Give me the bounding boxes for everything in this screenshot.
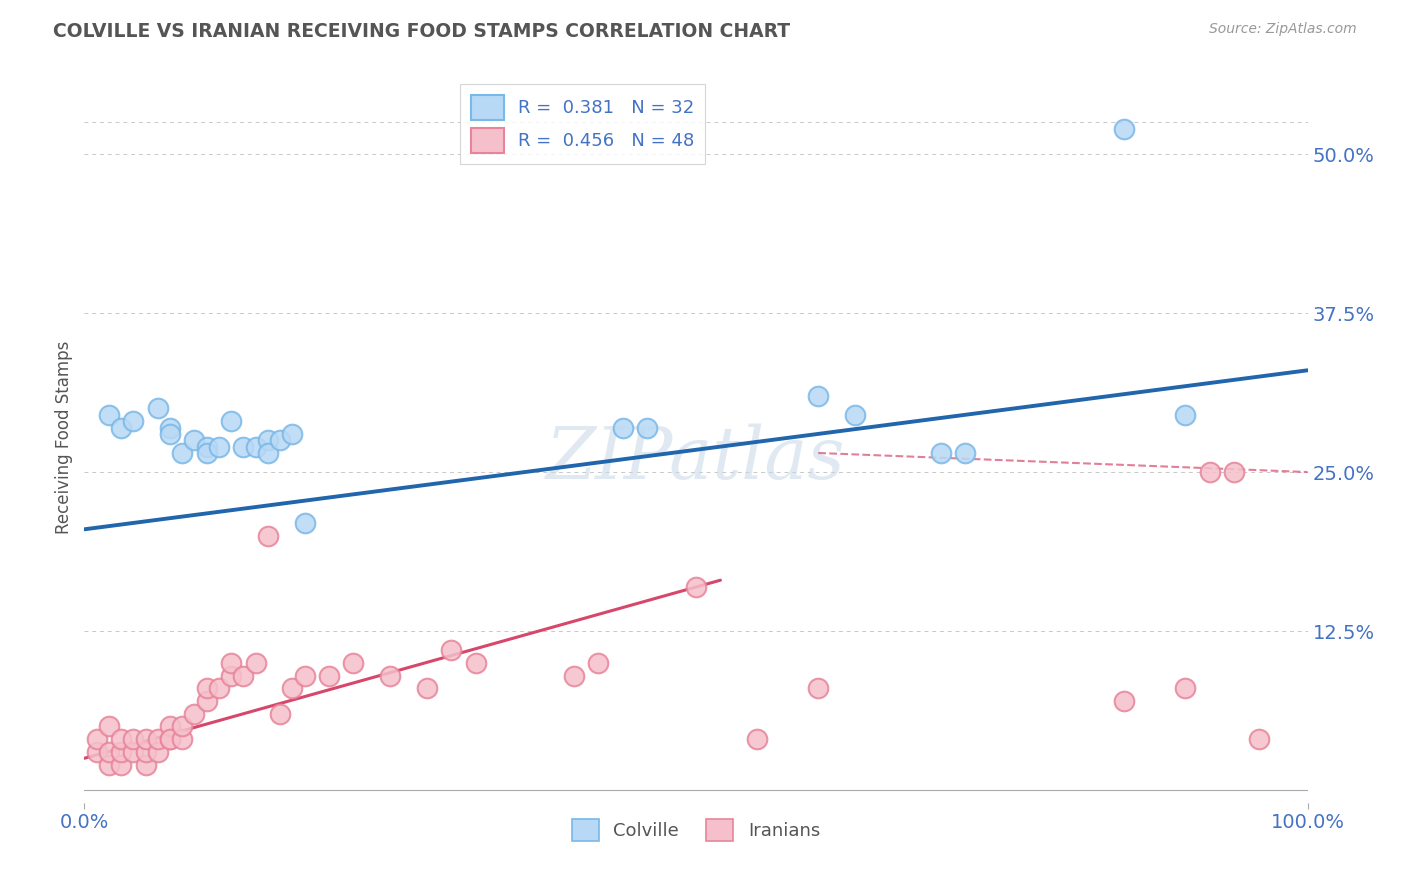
Point (208, 681, 231, 696)
Point (183, 434, 205, 448)
Point (807, 389, 830, 403)
Point (219, 414, 242, 428)
Point (257, 446, 280, 460)
Point (122, 414, 145, 428)
Point (342, 656, 364, 670)
Point (245, 440, 267, 454)
Point (219, 656, 242, 670)
Point (464, 656, 486, 670)
Point (281, 426, 304, 441)
Point (380, 668, 402, 682)
Point (159, 732, 181, 747)
Point (159, 420, 181, 434)
Point (97, 757, 120, 772)
Point (195, 440, 218, 454)
Point (122, 745, 145, 759)
Point (1174, 681, 1197, 696)
Point (97, 408, 120, 422)
Point (269, 706, 291, 721)
Point (586, 656, 609, 670)
Point (1174, 408, 1197, 422)
Point (807, 681, 830, 696)
Point (562, 668, 585, 682)
Text: COLVILLE VS IRANIAN RECEIVING FOOD STAMPS CORRELATION CHART: COLVILLE VS IRANIAN RECEIVING FOOD STAMP… (53, 22, 790, 41)
Point (110, 732, 132, 747)
Point (172, 732, 194, 747)
Point (257, 434, 280, 448)
Point (232, 440, 254, 454)
Point (1114, 694, 1136, 708)
Point (232, 668, 254, 682)
Point (183, 706, 205, 721)
Point (257, 529, 280, 543)
Point (110, 745, 132, 759)
Point (86, 745, 108, 759)
Point (195, 681, 218, 696)
Point (110, 420, 132, 434)
Point (135, 732, 157, 747)
Point (294, 668, 316, 682)
Point (318, 668, 340, 682)
Point (146, 732, 169, 747)
Point (110, 757, 132, 772)
Point (97, 719, 120, 733)
Point (636, 420, 658, 434)
Point (953, 446, 976, 460)
Point (159, 732, 181, 747)
Point (122, 732, 145, 747)
Point (747, 732, 769, 747)
Point (135, 757, 157, 772)
Point (685, 580, 707, 594)
Point (195, 694, 218, 708)
Point (146, 401, 169, 416)
Point (172, 446, 194, 460)
Point (269, 434, 291, 448)
Point (294, 516, 316, 530)
Point (159, 426, 181, 441)
Point (1198, 465, 1220, 479)
Point (1223, 465, 1246, 479)
Point (440, 643, 463, 657)
Text: Source: ZipAtlas.com: Source: ZipAtlas.com (1209, 22, 1357, 37)
Point (208, 440, 231, 454)
Point (135, 745, 157, 759)
Point (1114, 121, 1136, 136)
Point (281, 681, 304, 696)
Y-axis label: Receiving Food Stamps: Receiving Food Stamps (55, 341, 73, 533)
Point (245, 656, 267, 670)
Point (416, 681, 439, 696)
Point (159, 719, 181, 733)
Point (1247, 732, 1270, 747)
Point (612, 420, 634, 434)
Point (86, 732, 108, 747)
Point (172, 719, 194, 733)
Point (844, 408, 866, 422)
Point (219, 668, 242, 682)
Text: ZIPatlas: ZIPatlas (546, 424, 846, 494)
Point (929, 446, 952, 460)
Point (195, 446, 218, 460)
Point (146, 745, 169, 759)
Point (97, 745, 120, 759)
Legend: Colville, Iranians: Colville, Iranians (565, 812, 827, 848)
